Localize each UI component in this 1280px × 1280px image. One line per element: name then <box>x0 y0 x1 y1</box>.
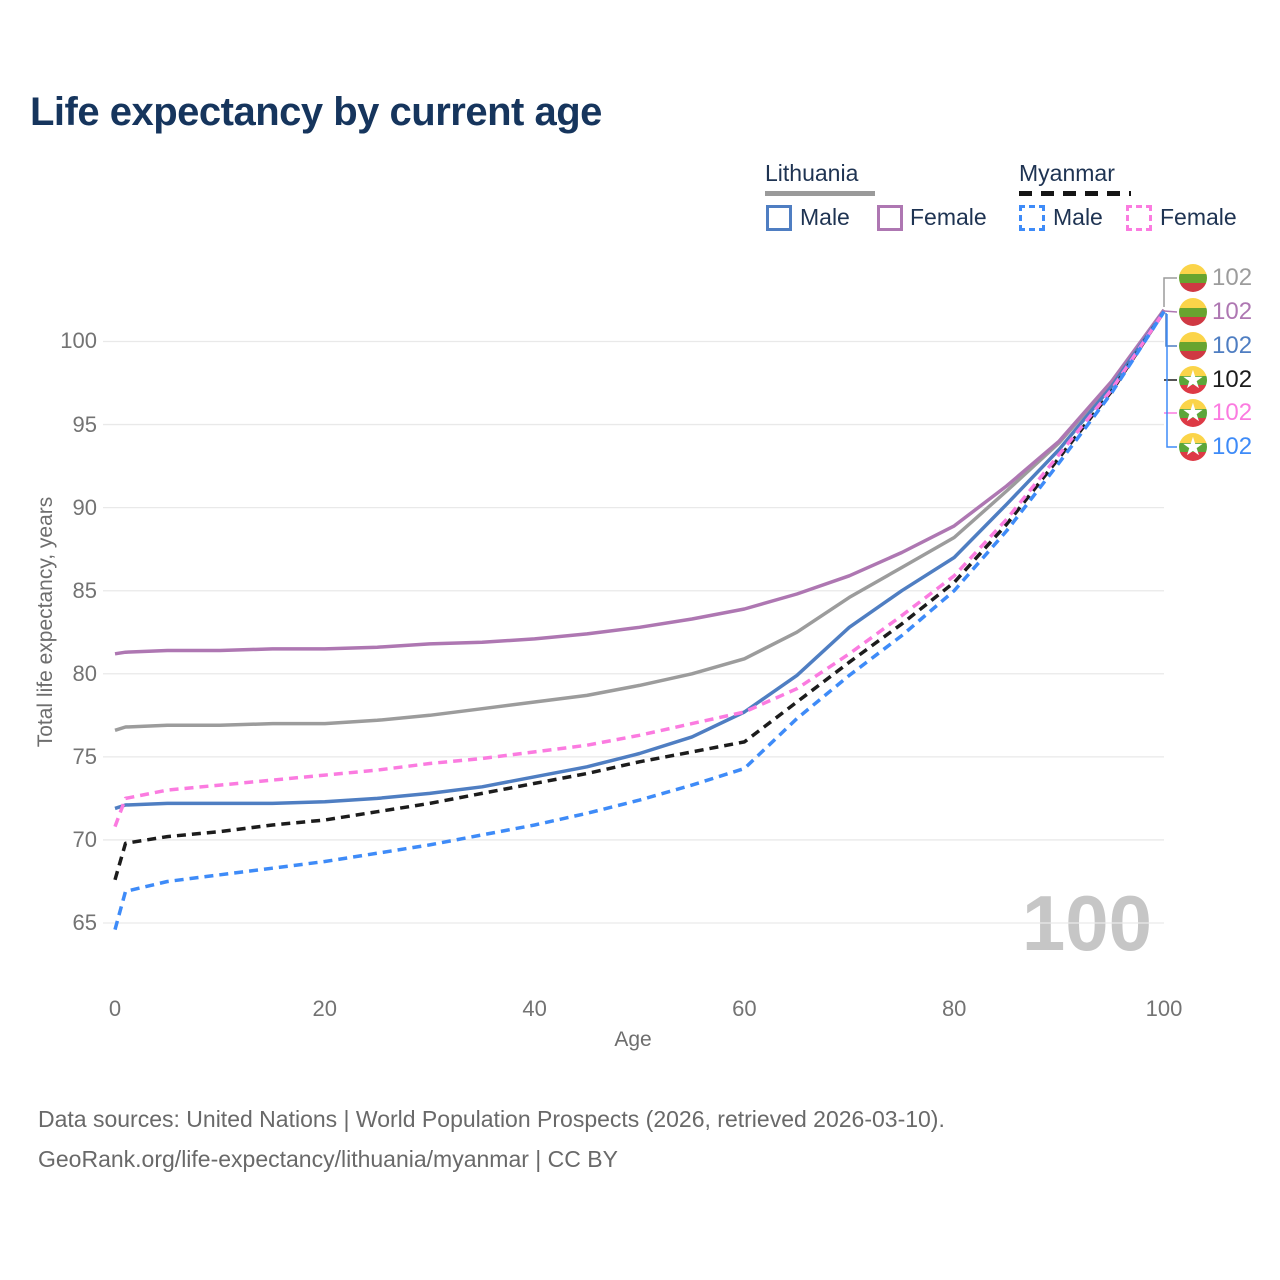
myanmar-flag-icon: ★ <box>1179 433 1207 461</box>
star-icon: ★ <box>1181 399 1205 427</box>
myanmar-flag-icon: ★ <box>1179 399 1207 427</box>
lithuania-flag-icon <box>1179 264 1207 292</box>
y-tick-65: 65 <box>72 910 97 935</box>
lithuania-flag-icon <box>1179 298 1207 326</box>
lithuania-flag-icon <box>1179 332 1207 360</box>
y-tick-75: 75 <box>72 743 97 769</box>
legend-country-lithuania: Lithuania <box>765 160 859 186</box>
y-tick-85: 85 <box>72 577 97 603</box>
series-line-lithuania-total <box>114 308 1166 732</box>
legend-swatch-myanmar-female <box>1126 205 1152 231</box>
x-tick-60: 60 <box>732 996 757 1021</box>
y-tick-95: 95 <box>72 411 97 437</box>
end-label-leader-5 <box>1166 314 1177 448</box>
end-value-lithuania-female: 102 <box>1212 298 1253 325</box>
y-tick-100: 100 <box>60 328 97 354</box>
legend-line-sample-myanmar <box>1019 191 1131 196</box>
legend-label-myanmar-female: Female <box>1160 204 1237 230</box>
y-tick-90: 90 <box>72 494 97 520</box>
legend-swatch-lithuania-male <box>766 205 792 231</box>
end-label-leader-0 <box>1163 277 1177 307</box>
series-line-myanmar-male <box>113 310 1166 931</box>
legend-line-sample-lithuania <box>765 191 875 196</box>
x-tick-40: 40 <box>522 996 547 1021</box>
end-label-leader-2 <box>1165 313 1177 347</box>
series-line-lithuania-male <box>114 310 1166 811</box>
x-axis-title: Age <box>614 1028 652 1051</box>
star-icon: ★ <box>1181 366 1205 394</box>
x-tick-100: 100 <box>1145 996 1183 1021</box>
x-tick-0: 0 <box>108 996 122 1021</box>
legend-swatch-myanmar-male <box>1019 205 1045 231</box>
legend-country-myanmar: Myanmar <box>1019 160 1115 186</box>
legend-label-myanmar-male: Male <box>1053 204 1103 230</box>
end-value-myanmar-total: 102 <box>1212 366 1253 393</box>
x-tick-20: 20 <box>312 996 338 1021</box>
end-value-myanmar-female: 102 <box>1212 399 1253 426</box>
legend-label-lithuania-male: Male <box>800 204 850 230</box>
footer-source-line: Data sources: United Nations | World Pop… <box>38 1106 945 1132</box>
series-line-lithuania-female <box>114 308 1166 656</box>
chart-title: Life expectancy by current age <box>30 90 602 134</box>
footer-attribution-line: GeoRank.org/life-expectancy/lithuania/my… <box>38 1146 618 1172</box>
legend-swatch-lithuania-female <box>877 205 903 231</box>
series-line-myanmar-female <box>113 310 1166 828</box>
y-tick-80: 80 <box>72 660 97 686</box>
star-icon: ★ <box>1181 433 1205 461</box>
end-value-lithuania-total: 102 <box>1212 264 1253 291</box>
series-line-myanmar-total <box>113 310 1166 881</box>
end-label-leader-1 <box>1163 310 1178 313</box>
y-tick-70: 70 <box>72 826 97 852</box>
end-value-lithuania-male: 102 <box>1212 332 1253 359</box>
legend-label-lithuania-female: Female <box>910 204 987 230</box>
end-value-myanmar-male: 102 <box>1212 433 1253 460</box>
myanmar-flag-icon: ★ <box>1179 366 1207 394</box>
x-tick-80: 80 <box>941 996 967 1021</box>
